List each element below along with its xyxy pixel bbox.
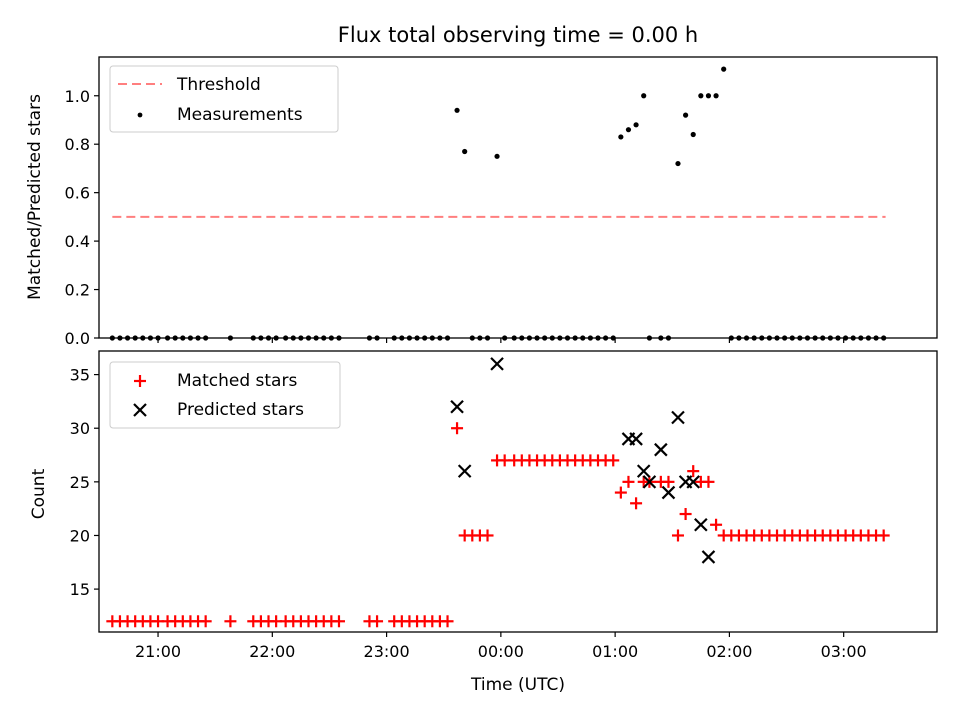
bottom-panel: 15 20 25 30 35 21:00 22:00 23:00 00:00 01:00 02:0… [29, 350, 938, 695]
predicted-star-point [636, 464, 651, 478]
measurement-point [494, 153, 500, 159]
measurement-point [454, 107, 460, 113]
measurement-point [705, 93, 712, 99]
y-tick-label: 20 [70, 526, 90, 545]
bottom-legend: Matched stars Predicted stars [109, 361, 341, 429]
measurement-point [633, 122, 639, 128]
predicted-star-point [457, 464, 472, 478]
matched-star-point [630, 497, 643, 510]
bottom-y-axis-label: Count [29, 468, 49, 519]
predicted-star-point [654, 442, 668, 457]
matched-star-point [224, 615, 237, 628]
top-y-axis: 0.0 0.2 0.4 0.6 0.8 1.0 [65, 87, 99, 348]
matched-star-point [710, 518, 723, 531]
x-axis-label: Time (UTC) [470, 675, 565, 695]
predicted-star-point [671, 410, 685, 425]
y-tick-label: 0.6 [65, 184, 90, 203]
measurement-point [625, 127, 632, 133]
matched-legend-label: Matched stars [177, 371, 297, 391]
y-tick-label: 0.4 [65, 232, 90, 251]
chart-title: Flux total observing time = 0.00 h [338, 23, 698, 47]
top-x-axis-ticks [157, 338, 845, 343]
top-legend: Threshold Measurements [109, 65, 339, 133]
y-tick-label: 35 [70, 366, 90, 385]
matched-star-point [614, 486, 627, 499]
y-tick-label: 25 [70, 473, 90, 492]
predicted-star-point [694, 517, 708, 532]
matched-star-point [332, 615, 345, 628]
top-panel: 0.0 0.2 0.4 0.6 0.8 1.0 Matched/Predicted sta… [25, 56, 938, 348]
predicted-star-point [661, 485, 676, 500]
x-tick-label: 21:00 [135, 642, 181, 661]
measurement-point [698, 93, 704, 99]
matched-star-point [877, 529, 890, 542]
matched-star-point [702, 475, 715, 488]
y-tick-label: 0.0 [65, 329, 90, 348]
measurement-point [683, 112, 689, 118]
y-tick-label: 15 [70, 580, 90, 599]
bottom-x-axis: 21:00 22:00 23:00 00:00 01:00 02:00 03:00 [135, 632, 867, 661]
top-plot-frame [98, 56, 938, 339]
measurement-point [690, 131, 696, 138]
matched-star-point [607, 454, 620, 467]
measurements-legend-label: Measurements [177, 105, 303, 125]
bottom-plot-frame [98, 350, 938, 633]
bottom-plot-area [106, 357, 890, 628]
y-tick-label: 0.2 [65, 281, 90, 300]
predicted-star-point [642, 475, 657, 489]
matched-star-point [481, 529, 494, 542]
predicted-star-point [701, 550, 716, 564]
top-y-axis-label: Matched/Predicted stars [25, 94, 45, 300]
measurement-point [641, 93, 647, 99]
measurement-point [721, 66, 727, 72]
top-legend-box [109, 65, 339, 133]
x-tick-label: 01:00 [592, 642, 638, 661]
measurement-point [618, 134, 624, 140]
predicted-star-point [450, 399, 464, 414]
predicted-star-point [629, 432, 643, 446]
bottom-legend-box [109, 361, 341, 429]
predicted-star-point [686, 475, 700, 489]
matched-star-point [687, 465, 700, 478]
bottom-y-axis: 15 20 25 30 35 [70, 366, 99, 599]
y-tick-label: 0.8 [65, 135, 90, 154]
x-tick-label: 03:00 [821, 642, 867, 661]
matched-star-point [199, 615, 212, 628]
matched-star-point [622, 475, 635, 488]
measurement-point [462, 148, 468, 155]
y-tick-label: 30 [70, 419, 90, 438]
matched-star-point [451, 422, 464, 435]
predicted-legend-label: Predicted stars [177, 400, 304, 420]
predicted-star-point [490, 357, 504, 371]
predicted-legend-swatch [133, 403, 147, 417]
measurements-legend-swatch [137, 112, 143, 118]
measurement-point [713, 93, 719, 99]
measurement-point [675, 160, 681, 167]
threshold-legend-label: Threshold [176, 75, 261, 95]
matched-legend-swatch [134, 375, 146, 387]
matched-star-point [679, 508, 692, 521]
x-tick-label: 00:00 [478, 642, 524, 661]
matched-star-point [371, 615, 384, 628]
matched-star-point [662, 475, 675, 488]
y-tick-label: 1.0 [65, 87, 90, 106]
x-tick-label: 22:00 [249, 642, 295, 661]
matched-star-point [671, 529, 684, 542]
x-tick-label: 23:00 [364, 642, 410, 661]
matched-star-point [441, 615, 454, 628]
x-tick-label: 02:00 [706, 642, 752, 661]
